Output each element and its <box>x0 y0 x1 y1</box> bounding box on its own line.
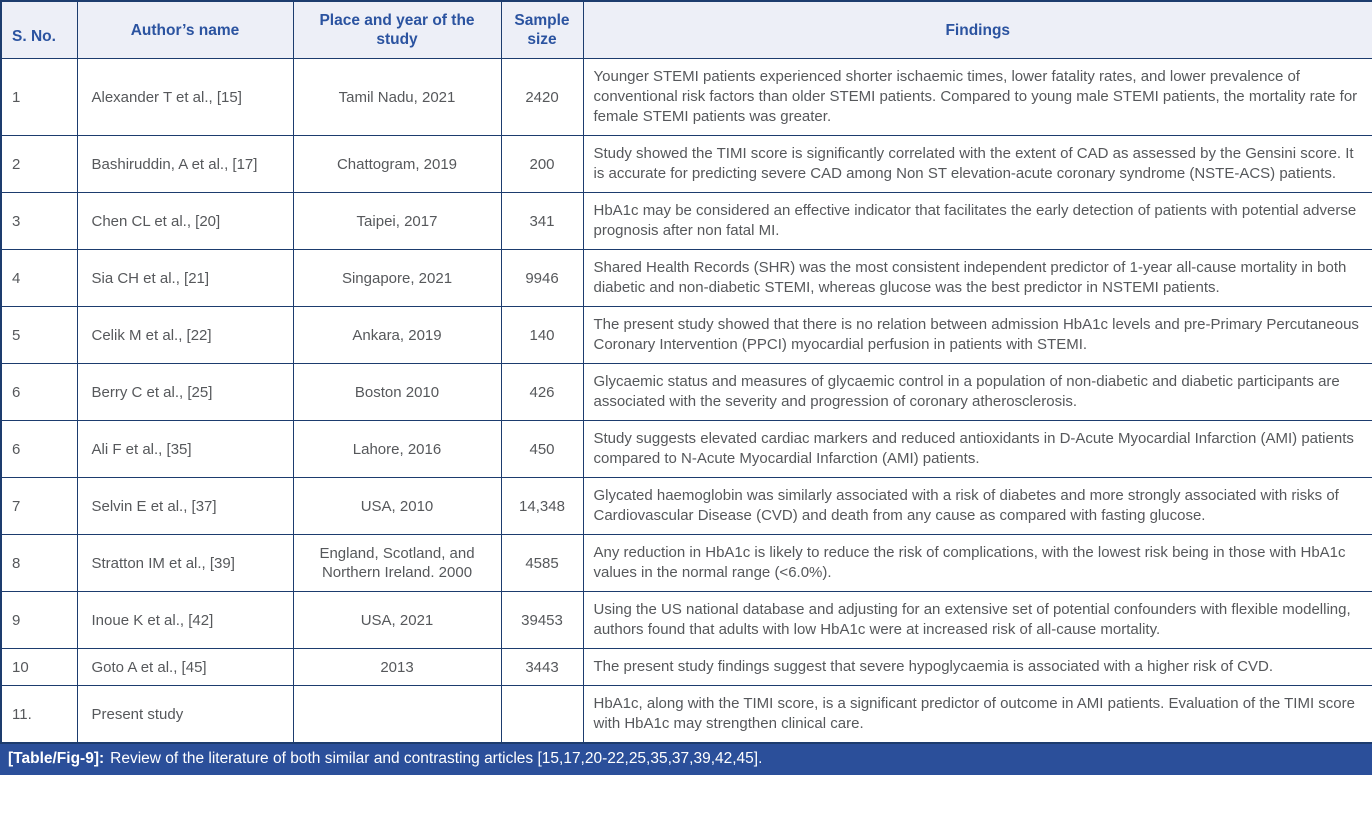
cell-findings: HbA1c may be considered an effective ind… <box>582 192 1372 250</box>
cell-findings: Using the US national database and adjus… <box>582 591 1372 649</box>
cell-author-name: Sia CH et al., [21] <box>76 249 294 307</box>
table-row: 2 Bashiruddin, A et al., [17] Chattogram… <box>0 135 1372 193</box>
table-row: 9 Inoue K et al., [42] USA, 2021 39453 U… <box>0 591 1372 649</box>
table-row: 6 Ali F et al., [35] Lahore, 2016 450 St… <box>0 420 1372 478</box>
cell-sample-size: 426 <box>500 363 584 421</box>
cell-sample-size: 9946 <box>500 249 584 307</box>
table-row: 3 Chen CL et al., [20] Taipei, 2017 341 … <box>0 192 1372 250</box>
cell-sample-size: 4585 <box>500 534 584 592</box>
table-row: 10 Goto A et al., [45] 2013 3443 The pre… <box>0 648 1372 686</box>
cell-place-year: Chattogram, 2019 <box>292 135 502 193</box>
cell-place-year: 2013 <box>292 648 502 686</box>
cell-author-name: Celik M et al., [22] <box>76 306 294 364</box>
cell-findings: Study suggests elevated cardiac markers … <box>582 420 1372 478</box>
header-findings: Findings <box>582 0 1372 59</box>
cell-serial-number: 6 <box>0 363 78 421</box>
header-author-name: Author’s name <box>76 0 294 59</box>
cell-author-name: Berry C et al., [25] <box>76 363 294 421</box>
cell-serial-number: 7 <box>0 477 78 535</box>
cell-place-year <box>292 685 502 744</box>
cell-author-name: Chen CL et al., [20] <box>76 192 294 250</box>
cell-findings: Shared Health Records (SHR) was the most… <box>582 249 1372 307</box>
cell-serial-number: 2 <box>0 135 78 193</box>
cell-sample-size <box>500 685 584 744</box>
cell-findings: Any reduction in HbA1c is likely to redu… <box>582 534 1372 592</box>
header-place-year: Place and year of the study <box>292 0 502 59</box>
cell-sample-size: 14,348 <box>500 477 584 535</box>
header-serial-number: S. No. <box>0 0 78 59</box>
cell-author-name: Ali F et al., [35] <box>76 420 294 478</box>
table-caption-text: Review of the literature of both similar… <box>110 750 763 767</box>
cell-sample-size: 2420 <box>500 58 584 136</box>
cell-author-name: Present study <box>76 685 294 744</box>
cell-sample-size: 140 <box>500 306 584 364</box>
cell-findings: Study showed the TIMI score is significa… <box>582 135 1372 193</box>
cell-place-year: Ankara, 2019 <box>292 306 502 364</box>
cell-author-name: Stratton IM et al., [39] <box>76 534 294 592</box>
cell-serial-number: 1 <box>0 58 78 136</box>
cell-serial-number: 5 <box>0 306 78 364</box>
cell-place-year: Tamil Nadu, 2021 <box>292 58 502 136</box>
cell-findings: The present study showed that there is n… <box>582 306 1372 364</box>
table-row: 1 Alexander T et al., [15] Tamil Nadu, 2… <box>0 58 1372 136</box>
table-row: 11. Present study HbA1c, along with the … <box>0 685 1372 744</box>
cell-sample-size: 450 <box>500 420 584 478</box>
header-sample-size: Sample size <box>500 0 584 59</box>
cell-place-year: USA, 2010 <box>292 477 502 535</box>
cell-author-name: Inoue K et al., [42] <box>76 591 294 649</box>
cell-serial-number: 9 <box>0 591 78 649</box>
table-row: 6 Berry C et al., [25] Boston 2010 426 G… <box>0 363 1372 421</box>
table-row: 7 Selvin E et al., [37] USA, 2010 14,348… <box>0 477 1372 535</box>
cell-place-year: Taipei, 2017 <box>292 192 502 250</box>
cell-findings: Glycated haemoglobin was similarly assoc… <box>582 477 1372 535</box>
cell-place-year: Boston 2010 <box>292 363 502 421</box>
cell-place-year: Singapore, 2021 <box>292 249 502 307</box>
table-row: 4 Sia CH et al., [21] Singapore, 2021 99… <box>0 249 1372 307</box>
cell-place-year: USA, 2021 <box>292 591 502 649</box>
cell-author-name: Selvin E et al., [37] <box>76 477 294 535</box>
cell-serial-number: 11. <box>0 685 78 744</box>
cell-place-year: Lahore, 2016 <box>292 420 502 478</box>
cell-serial-number: 6 <box>0 420 78 478</box>
table-caption: [Table/Fig-9]: Review of the literature o… <box>0 744 1372 775</box>
cell-sample-size: 3443 <box>500 648 584 686</box>
table-caption-label: [Table/Fig-9]: <box>8 750 105 767</box>
cell-author-name: Bashiruddin, A et al., [17] <box>76 135 294 193</box>
table-header-row: S. No. Author’s name Place and year of t… <box>0 0 1372 59</box>
cell-author-name: Goto A et al., [45] <box>76 648 294 686</box>
table-body: 1 Alexander T et al., [15] Tamil Nadu, 2… <box>0 58 1372 744</box>
cell-sample-size: 200 <box>500 135 584 193</box>
cell-serial-number: 4 <box>0 249 78 307</box>
cell-findings: The present study findings suggest that … <box>582 648 1372 686</box>
cell-findings: HbA1c, along with the TIMI score, is a s… <box>582 685 1372 744</box>
cell-findings: Younger STEMI patients experienced short… <box>582 58 1372 136</box>
cell-serial-number: 10 <box>0 648 78 686</box>
cell-serial-number: 3 <box>0 192 78 250</box>
literature-review-table: S. No. Author’s name Place and year of t… <box>0 0 1372 744</box>
cell-findings: Glycaemic status and measures of glycaem… <box>582 363 1372 421</box>
table-row: 5 Celik M et al., [22] Ankara, 2019 140 … <box>0 306 1372 364</box>
cell-sample-size: 39453 <box>500 591 584 649</box>
cell-author-name: Alexander T et al., [15] <box>76 58 294 136</box>
cell-serial-number: 8 <box>0 534 78 592</box>
cell-sample-size: 341 <box>500 192 584 250</box>
cell-place-year: England, Scotland, and Northern Ireland.… <box>292 534 502 592</box>
table-row: 8 Stratton IM et al., [39] England, Scot… <box>0 534 1372 592</box>
